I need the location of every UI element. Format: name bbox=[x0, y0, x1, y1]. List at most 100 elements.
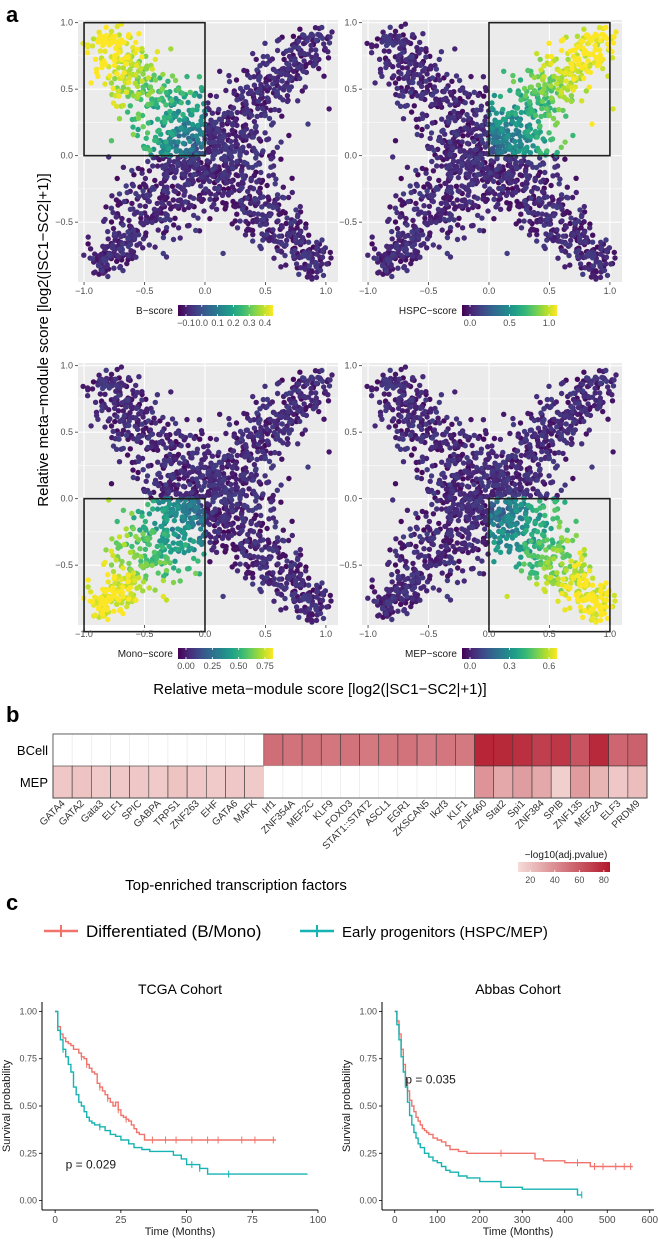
scatter-point bbox=[133, 72, 139, 78]
scatter-point bbox=[489, 100, 495, 106]
scatter-point bbox=[194, 504, 200, 511]
scatter-point bbox=[270, 463, 276, 469]
scatter-point bbox=[283, 605, 289, 611]
scatter-point bbox=[248, 432, 254, 438]
colorbar-label: 0.0 bbox=[464, 318, 477, 328]
scatter-point bbox=[301, 401, 307, 407]
scatter-point bbox=[180, 140, 187, 146]
y-tick-label: −0.5 bbox=[55, 217, 73, 227]
scatter-point bbox=[419, 165, 425, 172]
scatter-point bbox=[448, 173, 454, 180]
scatter-point bbox=[131, 211, 138, 217]
scatter-point bbox=[414, 227, 421, 233]
scatter-point bbox=[153, 101, 159, 108]
scatter-point bbox=[604, 272, 611, 279]
scatter-point bbox=[118, 364, 125, 370]
scatter-point bbox=[279, 241, 285, 247]
scatter-point bbox=[194, 479, 201, 486]
scatter-point bbox=[129, 167, 135, 174]
scatter-point bbox=[145, 120, 152, 126]
scatter-point bbox=[459, 108, 466, 115]
scatter-point bbox=[165, 78, 171, 85]
scatter-point bbox=[397, 214, 403, 220]
scatter-point bbox=[175, 546, 181, 553]
scatter-point bbox=[404, 65, 410, 71]
scatter-point bbox=[431, 84, 438, 90]
scatter-point bbox=[135, 469, 141, 476]
scatter-point bbox=[324, 261, 330, 267]
scatter-point bbox=[110, 225, 117, 232]
scatter-point bbox=[532, 89, 538, 95]
scatter-point bbox=[299, 578, 306, 584]
scatter-point bbox=[523, 184, 529, 191]
scatter-point bbox=[518, 141, 524, 148]
scatter-point bbox=[274, 47, 281, 54]
scatter-point bbox=[314, 239, 320, 245]
scatter-point bbox=[173, 147, 179, 153]
scatter-point bbox=[597, 274, 604, 281]
scatter-point bbox=[429, 120, 436, 126]
scatter-point bbox=[589, 121, 595, 127]
scatter-point bbox=[611, 249, 617, 256]
scatter-point bbox=[584, 68, 591, 74]
scatter-point bbox=[296, 614, 302, 620]
scatter-point bbox=[294, 556, 301, 563]
scatter-point bbox=[549, 136, 556, 142]
scatter-point bbox=[289, 518, 295, 524]
scatter-point bbox=[133, 415, 139, 421]
scatter-point bbox=[172, 558, 178, 564]
scatter-point bbox=[510, 72, 516, 79]
scatter-point bbox=[410, 75, 416, 81]
scatter-point bbox=[135, 508, 141, 515]
scatter-point bbox=[246, 143, 252, 149]
scatter-point bbox=[179, 514, 185, 520]
scatter-point bbox=[116, 49, 122, 55]
scatter-point bbox=[267, 556, 273, 562]
scatter-point bbox=[85, 44, 91, 50]
scatter-point bbox=[546, 112, 552, 119]
scatter-point bbox=[143, 66, 150, 72]
colorbar-label: 1.0 bbox=[543, 318, 556, 328]
scatter-point bbox=[103, 367, 109, 373]
scatter-point bbox=[190, 195, 197, 201]
scatter-point bbox=[112, 33, 119, 39]
scatter-point bbox=[268, 156, 274, 162]
scatter-point bbox=[233, 420, 240, 426]
scatter-point bbox=[179, 433, 186, 440]
scatter-point bbox=[113, 45, 119, 51]
scatter-point bbox=[140, 467, 146, 473]
scatter-point bbox=[473, 155, 480, 162]
scatter-point bbox=[175, 503, 181, 510]
scatter-point bbox=[542, 169, 548, 176]
scatter-point bbox=[134, 389, 141, 396]
scatter-point bbox=[146, 242, 152, 248]
scatter-point bbox=[253, 218, 260, 225]
scatter-point bbox=[157, 216, 163, 223]
scatter-point bbox=[187, 89, 193, 96]
scatter-point bbox=[465, 206, 471, 213]
scatter-point bbox=[495, 197, 502, 203]
scatter-point bbox=[262, 221, 269, 227]
scatter-point bbox=[296, 271, 302, 277]
scatter-point bbox=[121, 70, 128, 76]
scatter-point bbox=[291, 400, 297, 407]
scatter-point bbox=[493, 167, 500, 173]
scatter-point bbox=[298, 582, 305, 588]
scatter-point bbox=[244, 427, 251, 433]
scatter-point bbox=[604, 248, 610, 254]
scatter-point bbox=[97, 48, 104, 54]
scatter-point bbox=[108, 371, 115, 377]
scatter-point bbox=[313, 260, 319, 266]
scatter-point bbox=[308, 385, 314, 392]
scatter-point bbox=[611, 34, 617, 40]
scatter-point bbox=[415, 172, 421, 178]
scatter-point bbox=[81, 252, 87, 258]
scatter-point bbox=[382, 251, 388, 257]
scatter-point bbox=[286, 475, 292, 482]
scatter-point bbox=[612, 255, 618, 261]
scatter-point bbox=[189, 464, 196, 471]
scatter-point bbox=[142, 203, 149, 209]
scatter-point bbox=[237, 561, 243, 567]
scatter-point bbox=[209, 510, 216, 516]
scatter-point bbox=[141, 488, 148, 494]
